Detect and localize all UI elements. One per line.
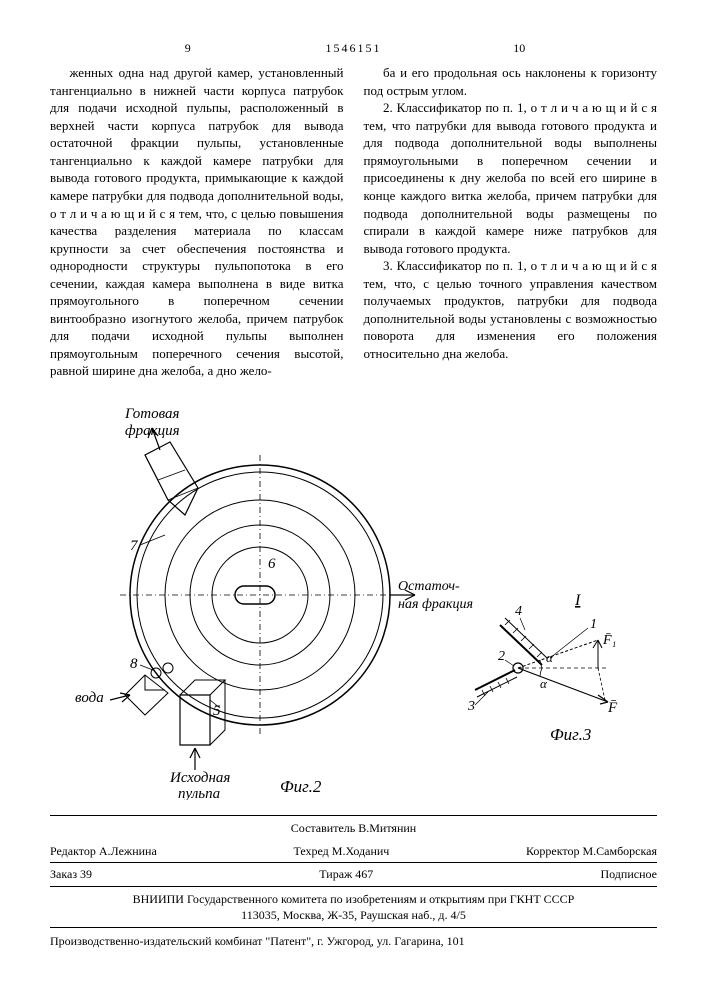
figure-3: I: [467, 592, 618, 744]
fig3-caption: Фиг.3: [550, 725, 591, 744]
trough-wall-upper: [500, 618, 547, 665]
org1: ВНИИПИ Государственного комитета по изоб…: [50, 891, 657, 907]
figures-area: 7 6 8 5 Готовая фракция Остаточ- ная фра…: [50, 400, 657, 800]
page-number-right: 10: [382, 40, 658, 56]
svg-text:пульпа: пульпа: [178, 786, 220, 800]
footer-block: Составитель В.Митянин Редактор А.Лежнина…: [50, 815, 657, 887]
label-ostatoch: Остаточ-: [398, 579, 460, 594]
text-columns: женных одна над другой камер, установлен…: [50, 64, 657, 380]
figure-2: 7 6 8 5 Готовая фракция Остаточ- ная фра…: [75, 406, 473, 800]
ref-4: 4: [515, 604, 522, 619]
svg-text:ная фракция: ная фракция: [398, 597, 473, 612]
page-number-left: 9: [50, 40, 326, 56]
publisher: Производственно-издательский комбинат "П…: [50, 928, 657, 954]
editor: Редактор А.Лежнина: [50, 843, 157, 859]
figures-svg: 7 6 8 5 Готовая фракция Остаточ- ная фра…: [50, 400, 657, 800]
label-F: F̄: [607, 700, 618, 716]
label-voda: вода: [75, 690, 104, 706]
order: Заказ 39: [50, 866, 92, 882]
tirazh: Тираж 467: [319, 866, 373, 882]
right-p1: ба и его продольная ось наклонены к гори…: [364, 64, 658, 99]
corrector: Корректор М.Самборская: [526, 843, 657, 859]
svg-text:фракция: фракция: [125, 423, 180, 439]
fig3-I: I: [574, 592, 581, 609]
ref-6: 6: [268, 556, 276, 572]
right-column: ба и его продольная ось наклонены к гори…: [364, 64, 658, 380]
right-p2: 2. Классификатор по п. 1, о т л и ч а ю …: [364, 99, 658, 257]
right-p3: 3. Классификатор по п. 1, о т л и ч а ю …: [364, 257, 658, 362]
sub: Подписное: [600, 866, 657, 882]
label-F1: F̄₁: [602, 633, 616, 648]
label-pulp: Исходная: [169, 770, 230, 786]
fig2-caption: Фиг.2: [280, 777, 322, 796]
org2: 113035, Москва, Ж-35, Раушская наб., д. …: [50, 907, 657, 923]
compiler: Составитель В.Митянин: [50, 816, 657, 840]
trough-wall-lower: [475, 670, 517, 697]
outlet-top: [145, 428, 198, 515]
document-number: 1546151: [326, 40, 382, 56]
label-alpha-2: α: [540, 676, 548, 691]
page-header: 9 1546151 10: [50, 40, 657, 56]
ref-1: 1: [590, 617, 597, 632]
left-column: женных одна над другой камер, установлен…: [50, 64, 344, 380]
left-column-text: женных одна над другой камер, установлен…: [50, 64, 344, 380]
techred: Техред М.Ходанич: [293, 843, 389, 859]
label-gotovaya: Готовая: [124, 406, 179, 422]
ref-2: 2: [498, 649, 505, 664]
ref-8: 8: [130, 656, 138, 672]
ref-3: 3: [467, 699, 475, 714]
label-alpha-1: α: [546, 650, 554, 665]
